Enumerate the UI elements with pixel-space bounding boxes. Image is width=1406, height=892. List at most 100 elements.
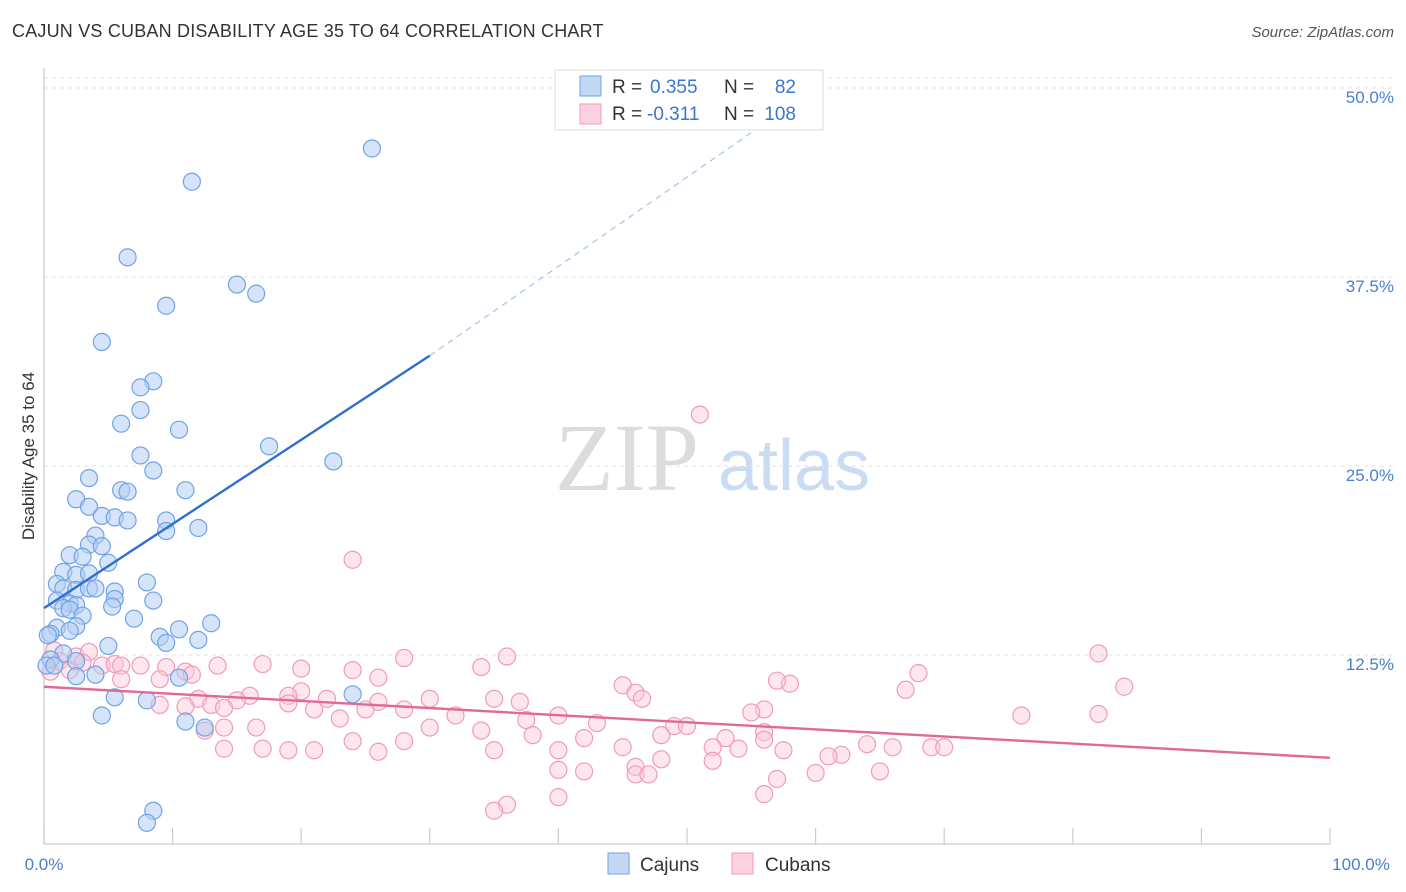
cajun-point [92,537,111,556]
legend-r-label-cubans: R = [612,104,642,125]
cajun-point [38,626,57,645]
cuban-point [214,718,234,737]
legend-swatch-cubans [579,103,602,125]
cuban-point [922,738,941,757]
legend: R = 0.355 N = 82 R = -0.311 N = 108 [554,69,824,131]
bottom-legend: Cajuns Cubans [607,852,831,876]
cajun-point [157,633,176,653]
cajun-point [73,547,92,566]
cuban-point [1089,644,1108,663]
cajun-point [99,636,118,656]
y-tick-label: 37.5% [1346,277,1394,296]
cajun-point [362,139,382,158]
cajun-point [99,553,118,572]
cajun-point [124,609,144,628]
cajun-point [131,378,150,397]
cajun-point [118,511,137,530]
cuban-point [112,656,131,675]
cajun-point [144,591,163,610]
cajun-point [79,497,99,516]
cajun-point [343,685,362,704]
cuban-point [549,760,568,780]
cuban-point [394,700,414,719]
cubans-trend-line [43,685,1331,760]
cuban-point [304,700,324,719]
cuban-point [369,742,388,761]
cajun-point [92,332,111,352]
gridlines [44,77,1394,656]
cuban-point [1012,706,1031,725]
cajun-point [247,284,266,303]
cajuns-trend-line [43,354,431,610]
cuban-point [549,788,568,807]
cajun-point [169,420,189,439]
y-axis-label: Disability Age 35 to 64 [19,372,38,540]
cuban-point [1115,677,1134,696]
cuban-point [446,706,465,725]
y-tick-label: 12.5% [1346,655,1394,674]
watermark: ZIP atlas [555,404,870,511]
cuban-point [613,738,632,757]
cajun-point [324,452,343,471]
source-label: Source: ZipAtlas.com [1251,24,1394,41]
cuban-point [626,765,645,784]
cajun-point [169,620,189,639]
cuban-point [79,642,99,662]
legend-n-value-cajuns: 82 [775,77,796,98]
cuban-point [369,668,388,687]
cuban-point [652,726,671,745]
cuban-point [485,741,504,760]
cajun-point [103,597,122,616]
cuban-point [639,765,658,784]
cuban-point [253,739,272,758]
cuban-point [883,738,902,757]
cuban-point [485,801,504,820]
cajuns-points [37,139,382,832]
cuban-point [112,670,131,689]
cajun-point [202,614,221,633]
cuban-point [176,697,195,716]
x-tick-label-max: 100.0% [1332,855,1390,874]
cuban-point [703,751,722,770]
legend-r-value-cubans: -0.311 [647,104,699,125]
x-ticks [43,828,1331,844]
cuban-point [1089,704,1108,724]
cuban-point [485,689,504,708]
cajun-point [112,414,131,433]
cuban-point [857,735,877,754]
trend-lines [43,87,1331,760]
cuban-point [632,689,652,708]
cuban-point [292,659,311,678]
y-tick-label: 50.0% [1346,88,1394,107]
cajun-point [118,482,137,501]
cuban-point [150,670,169,689]
legend-n-label-cubans: N = [724,104,754,125]
cuban-point [517,710,536,730]
cuban-point [472,721,491,740]
cuban-point [343,732,362,751]
y-tick-label: 25.0% [1346,466,1394,485]
cajun-point [105,688,124,707]
cuban-point [214,698,234,718]
cuban-point [767,769,787,789]
cuban-point [690,405,709,424]
x-tick-label-min: 0.0% [25,855,64,874]
bottom-legend-cajuns: Cajuns [640,855,699,876]
cuban-point [575,762,594,781]
y-tick-labels: 12.5% 25.0% 37.5% 50.0% [1346,88,1394,674]
cuban-point [774,741,793,760]
cuban-point [420,718,439,737]
cuban-point [253,654,272,674]
cajun-point [189,518,208,538]
cajun-point [131,446,150,465]
cuban-point [497,647,517,666]
cuban-point [472,657,491,677]
cajun-point [157,296,176,315]
bottom-legend-cubans: Cubans [765,855,831,876]
cuban-point [703,738,722,757]
cuban-point [729,739,748,758]
cuban-point [755,730,774,749]
cuban-point [742,703,761,722]
cuban-point [247,718,266,737]
watermark-zip: ZIP [555,404,699,511]
